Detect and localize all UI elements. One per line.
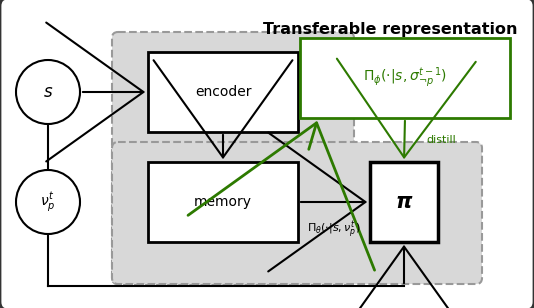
Circle shape [16, 60, 80, 124]
Text: $\nu_p^t$: $\nu_p^t$ [40, 190, 56, 214]
Text: $s$: $s$ [43, 83, 53, 101]
Text: encoder: encoder [195, 85, 252, 99]
Text: distill: distill [426, 135, 456, 145]
Text: $\Pi_\phi(\cdot|s,\sigma_{\neg p}^{t-1})$: $\Pi_\phi(\cdot|s,\sigma_{\neg p}^{t-1})… [363, 66, 447, 90]
Text: $\boldsymbol{\pi}$: $\boldsymbol{\pi}$ [395, 192, 413, 212]
Text: $\Pi_\theta(\cdot|s,\nu_p^t)$: $\Pi_\theta(\cdot|s,\nu_p^t)$ [307, 219, 361, 241]
Circle shape [16, 170, 80, 234]
Bar [148, 162, 298, 242]
FancyBboxPatch shape [112, 142, 482, 284]
Bar [370, 162, 438, 242]
Text: memory: memory [194, 195, 252, 209]
Bar [300, 38, 510, 118]
FancyBboxPatch shape [112, 32, 354, 284]
Bar [148, 52, 298, 132]
Text: Transferable representation: Transferable representation [263, 22, 517, 37]
